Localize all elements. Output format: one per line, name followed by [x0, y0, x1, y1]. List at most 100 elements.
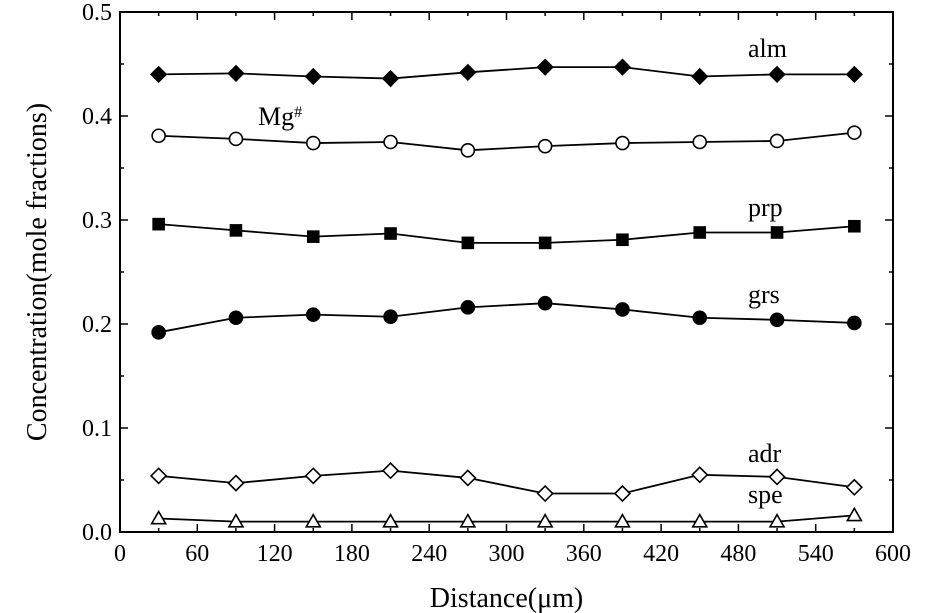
adr-label: adr: [748, 439, 782, 468]
x-tick-label: 360: [566, 541, 602, 567]
prp-line: [158, 223, 855, 244]
prp-point: [384, 227, 397, 240]
y-axis-title: Concentration(mole fractions): [22, 103, 53, 441]
x-tick-label: 0: [114, 541, 126, 567]
prp-point: [306, 230, 320, 243]
alm-point: [845, 65, 863, 84]
alm-point: [459, 63, 477, 81]
series-adr: adr: [150, 439, 863, 503]
prp-point: [616, 233, 629, 247]
grs-point: [305, 307, 321, 322]
y-tick-label: 0.1: [82, 416, 112, 442]
y-tick-label: 0.0: [82, 520, 112, 546]
grs-point: [769, 312, 785, 328]
prp-point: [693, 226, 707, 239]
mg-superscript: #: [294, 104, 302, 121]
prp-label: prp: [748, 193, 783, 222]
spe-point: [304, 512, 322, 528]
x-axis-ticks: 0 60 120 180 240 300 360 420 480 540 600: [114, 12, 911, 567]
mg-point: [537, 138, 553, 154]
grs-point: [847, 315, 862, 331]
x-tick-label: 120: [257, 541, 293, 567]
alm-line: [158, 66, 855, 80]
alm-label: alm: [748, 34, 787, 63]
adr-point: [536, 484, 554, 503]
spe-point: [536, 512, 554, 528]
spe-point: [614, 512, 631, 528]
adr-point: [691, 466, 709, 484]
mg-point: [460, 143, 476, 158]
series-spe: spe: [150, 480, 863, 528]
x-tick-label: 300: [489, 541, 525, 567]
grs-label: grs: [748, 280, 780, 309]
alm-point: [381, 69, 400, 88]
prp-point: [848, 219, 861, 233]
adr-point: [227, 474, 245, 492]
x-tick-label: 540: [798, 541, 834, 567]
x-axis-title: Distance(μm): [430, 583, 583, 613]
mg-point: [615, 135, 630, 151]
mg-line: [158, 131, 855, 152]
y-tick-label: 0.2: [82, 312, 112, 338]
adr-point: [304, 467, 322, 485]
grs-point: [460, 300, 476, 315]
y-tick-label: 0.3: [82, 208, 112, 234]
mg-point: [692, 134, 708, 150]
series-prp: prp: [152, 193, 861, 250]
adr-point: [459, 469, 477, 487]
y-tick-label: 0.5: [82, 0, 112, 26]
x-tick-label: 180: [334, 541, 370, 567]
spe-point: [382, 512, 399, 528]
spe-point: [691, 512, 709, 528]
prp-point: [229, 224, 243, 237]
mg-point: [769, 133, 785, 149]
prp-point: [770, 226, 784, 239]
alm-point: [613, 58, 632, 76]
spe-point: [768, 512, 786, 528]
spe-label: spe: [748, 480, 783, 509]
alm-point: [150, 65, 168, 84]
adr-point: [613, 484, 632, 503]
adr-point: [845, 478, 863, 496]
grs-point: [615, 302, 630, 317]
mg-point: [383, 134, 398, 150]
spe-point: [227, 512, 245, 528]
adr-line: [158, 469, 855, 495]
spe-line: [158, 514, 855, 523]
series-mg: Mg#: [151, 102, 862, 158]
x-tick-label: 480: [720, 541, 756, 567]
series-layer: alm Mg# prp grs adr spe: [150, 34, 863, 528]
x-tick-label: 240: [411, 541, 447, 567]
grs-point: [383, 309, 398, 325]
grs-point: [151, 325, 166, 340]
grs-line: [158, 302, 855, 334]
alm-point: [691, 67, 709, 86]
series-grs: grs: [151, 280, 862, 340]
series-alm: alm: [150, 34, 863, 88]
spe-point: [459, 512, 477, 528]
mg-point: [151, 128, 166, 144]
grs-point: [228, 310, 244, 326]
alm-point: [768, 65, 786, 84]
mg-point: [228, 131, 244, 147]
adr-point: [150, 467, 168, 485]
grs-point: [537, 295, 553, 311]
x-tick-label: 60: [185, 541, 209, 567]
adr-point: [381, 462, 400, 480]
grs-point: [692, 310, 708, 326]
prp-point: [152, 217, 165, 231]
alm-point: [536, 58, 554, 76]
x-tick-label: 420: [643, 541, 679, 567]
mg-point: [305, 135, 321, 151]
alm-point: [227, 64, 245, 82]
mg-point: [847, 125, 862, 140]
prp-point: [538, 236, 552, 250]
prp-point: [461, 236, 475, 250]
adr-point: [768, 468, 786, 486]
x-tick-label: 600: [875, 541, 911, 567]
mg-label: Mg#: [258, 102, 302, 131]
plot-frame: [119, 11, 894, 533]
alm-point: [304, 67, 322, 86]
spe-point: [845, 506, 863, 522]
